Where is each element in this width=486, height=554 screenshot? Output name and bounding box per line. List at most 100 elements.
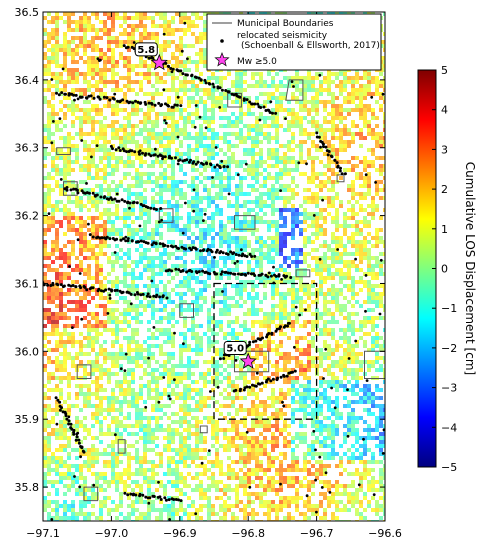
displacement-pixel xyxy=(51,332,55,336)
displacement-pixel xyxy=(295,220,299,224)
displacement-pixel xyxy=(355,300,359,304)
displacement-pixel xyxy=(355,328,359,332)
displacement-pixel xyxy=(87,116,91,120)
displacement-pixel xyxy=(203,144,207,148)
displacement-pixel xyxy=(275,252,279,256)
displacement-pixel xyxy=(183,268,187,272)
displacement-pixel xyxy=(123,312,127,316)
displacement-pixel xyxy=(79,128,83,132)
displacement-pixel xyxy=(95,88,99,92)
displacement-pixel xyxy=(171,184,175,188)
displacement-pixel xyxy=(139,164,143,168)
displacement-pixel xyxy=(175,148,179,152)
displacement-pixel xyxy=(207,344,211,348)
displacement-pixel xyxy=(95,84,99,88)
displacement-pixel xyxy=(295,356,299,360)
displacement-pixel xyxy=(131,284,135,288)
displacement-pixel xyxy=(367,172,371,176)
displacement-pixel xyxy=(259,216,263,220)
displacement-pixel xyxy=(75,300,79,304)
displacement-pixel xyxy=(239,360,243,364)
displacement-pixel xyxy=(67,276,71,280)
displacement-pixel xyxy=(287,112,291,116)
displacement-pixel xyxy=(203,36,207,40)
displacement-pixel xyxy=(207,188,211,192)
displacement-pixel xyxy=(351,264,355,268)
displacement-pixel xyxy=(95,140,99,144)
displacement-pixel xyxy=(279,316,283,320)
displacement-pixel xyxy=(355,124,359,128)
displacement-pixel xyxy=(247,292,251,296)
displacement-pixel xyxy=(95,268,99,272)
displacement-pixel xyxy=(231,336,235,340)
displacement-pixel xyxy=(355,172,359,176)
displacement-pixel xyxy=(203,28,207,32)
displacement-pixel xyxy=(311,96,315,100)
displacement-pixel xyxy=(239,72,243,76)
displacement-pixel xyxy=(275,100,279,104)
displacement-pixel xyxy=(375,208,379,212)
displacement-pixel xyxy=(327,368,331,372)
displacement-pixel xyxy=(247,268,251,272)
displacement-pixel xyxy=(95,164,99,168)
displacement-pixel xyxy=(303,188,307,192)
displacement-pixel xyxy=(131,104,135,108)
displacement-pixel xyxy=(99,108,103,112)
displacement-pixel xyxy=(127,164,131,168)
displacement-pixel xyxy=(167,332,171,336)
displacement-pixel xyxy=(103,348,107,352)
displacement-pixel xyxy=(115,160,119,164)
displacement-pixel xyxy=(155,176,159,180)
displacement-pixel xyxy=(199,32,203,36)
displacement-pixel xyxy=(255,308,259,312)
displacement-pixel xyxy=(347,324,351,328)
displacement-pixel xyxy=(363,252,367,256)
displacement-pixel xyxy=(267,136,271,140)
displacement-pixel xyxy=(211,88,215,92)
displacement-pixel xyxy=(139,260,143,264)
displacement-pixel xyxy=(235,80,239,84)
displacement-pixel xyxy=(331,332,335,336)
displacement-pixel xyxy=(271,388,275,392)
displacement-pixel xyxy=(83,256,87,260)
displacement-pixel xyxy=(251,360,255,364)
displacement-pixel xyxy=(351,88,355,92)
displacement-pixel xyxy=(375,132,379,136)
displacement-pixel xyxy=(211,344,215,348)
displacement-pixel xyxy=(143,196,147,200)
displacement-pixel xyxy=(199,132,203,136)
displacement-pixel xyxy=(123,84,127,88)
displacement-pixel xyxy=(111,64,115,68)
displacement-pixel xyxy=(303,132,307,136)
displacement-pixel xyxy=(207,308,211,312)
displacement-pixel xyxy=(131,108,135,112)
displacement-pixel xyxy=(219,96,223,100)
displacement-pixel xyxy=(371,196,375,200)
displacement-pixel xyxy=(319,276,323,280)
displacement-pixel xyxy=(303,252,307,256)
displacement-pixel xyxy=(215,264,219,268)
displacement-pixel xyxy=(323,120,327,124)
displacement-pixel xyxy=(255,292,259,296)
displacement-pixel xyxy=(99,280,103,284)
displacement-pixel xyxy=(179,376,183,380)
displacement-pixel xyxy=(231,160,235,164)
displacement-pixel xyxy=(267,196,271,200)
displacement-pixel xyxy=(227,276,231,280)
displacement-pixel xyxy=(99,168,103,172)
displacement-pixel xyxy=(219,76,223,80)
displacement-pixel xyxy=(295,216,299,220)
displacement-pixel xyxy=(215,204,219,208)
displacement-pixel xyxy=(331,252,335,256)
displacement-pixel xyxy=(355,340,359,344)
displacement-pixel xyxy=(63,272,67,276)
displacement-pixel xyxy=(167,224,171,228)
displacement-pixel xyxy=(139,156,143,160)
displacement-pixel xyxy=(95,272,99,276)
displacement-pixel xyxy=(339,292,343,296)
displacement-pixel xyxy=(51,16,55,20)
displacement-pixel xyxy=(151,16,155,20)
displacement-pixel xyxy=(111,264,115,268)
displacement-pixel xyxy=(303,160,307,164)
displacement-pixel xyxy=(163,288,167,292)
